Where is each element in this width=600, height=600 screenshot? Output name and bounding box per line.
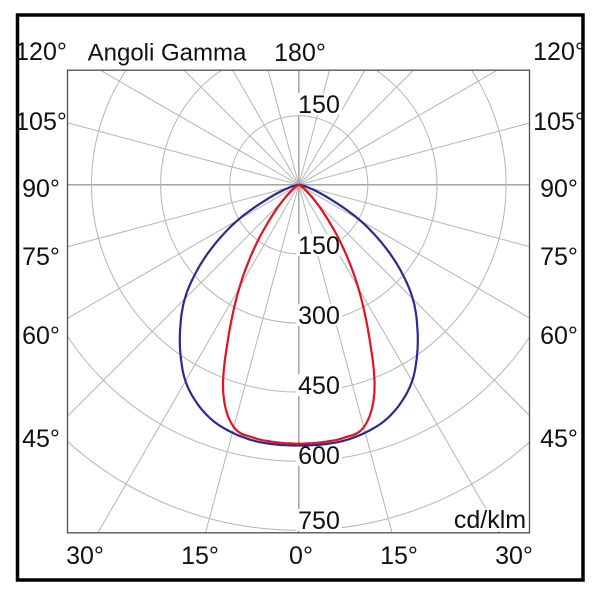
gamma-ray — [205, 184, 300, 533]
label-mask — [296, 444, 342, 466]
top-angle-label: 180° — [274, 39, 326, 67]
outer-frame — [15, 13, 585, 582]
bottom-angle-label: 30° — [66, 542, 104, 570]
gamma-ray — [298, 122, 530, 186]
bottom-angle-label: 0° — [289, 542, 313, 570]
gamma-ray — [298, 184, 530, 248]
left-angle-label: 60° — [22, 322, 60, 350]
left-angle-label: 45° — [22, 425, 60, 453]
bottom-angle-label: 30° — [495, 542, 533, 570]
right-angle-label: 120° — [533, 38, 585, 66]
gamma-ray — [232, 70, 300, 186]
label-mask — [296, 304, 342, 326]
gamma-ray — [67, 184, 300, 319]
left-angle-label: 90° — [22, 175, 60, 203]
bottom-angle-label: 15° — [181, 542, 219, 570]
curves-group — [178, 183, 419, 447]
gamma-ray — [298, 70, 366, 186]
angle-axis-labels: Angoli Gamma 180° 120° 105° 90° 75° 60° … — [15, 38, 585, 570]
chart-title: Angoli Gamma — [88, 39, 247, 66]
r-tick-label: 150 — [298, 232, 340, 260]
right-angle-label: 90° — [540, 175, 578, 203]
r-tick-label: 150 — [298, 91, 340, 119]
plot-border — [66, 69, 531, 534]
curve-blue — [178, 183, 419, 447]
left-angle-label: 105° — [15, 108, 67, 136]
gamma-ray — [67, 184, 299, 248]
gamma-ray — [298, 70, 499, 186]
gamma-ray — [97, 184, 300, 533]
gamma-ray — [67, 122, 299, 186]
gamma-ray — [298, 184, 530, 319]
radial-label-masks — [296, 93, 531, 531]
left-angle-label: 120° — [15, 38, 67, 66]
curve-red — [221, 183, 376, 445]
label-mask — [296, 509, 342, 531]
r-tick-label: 300 — [298, 302, 340, 330]
unit-label: cd/klm — [454, 506, 526, 534]
gamma-ray — [298, 70, 415, 186]
gamma-ray — [183, 70, 300, 186]
gamma-ray — [298, 184, 501, 533]
label-mask — [296, 374, 342, 396]
right-angle-label: 45° — [540, 425, 578, 453]
left-angle-label: 75° — [22, 243, 60, 271]
label-mask — [296, 234, 342, 256]
label-mask — [296, 93, 342, 115]
bottom-angle-label: 15° — [380, 542, 418, 570]
gamma-ray — [99, 70, 300, 186]
r-tick-label: 750 — [298, 507, 340, 535]
gamma-ray — [67, 184, 300, 417]
right-angle-label: 105° — [533, 108, 585, 136]
gamma-ray — [298, 184, 393, 533]
unit-label-mask — [447, 509, 531, 531]
r-tick-label: 450 — [298, 372, 340, 400]
right-angle-label: 75° — [540, 243, 578, 271]
gamma-ray — [298, 184, 530, 417]
right-angle-label: 60° — [540, 322, 578, 350]
gamma-ray — [267, 70, 300, 185]
radial-axis-labels: 150 150 300 450 600 750 cd/klm — [298, 91, 526, 535]
